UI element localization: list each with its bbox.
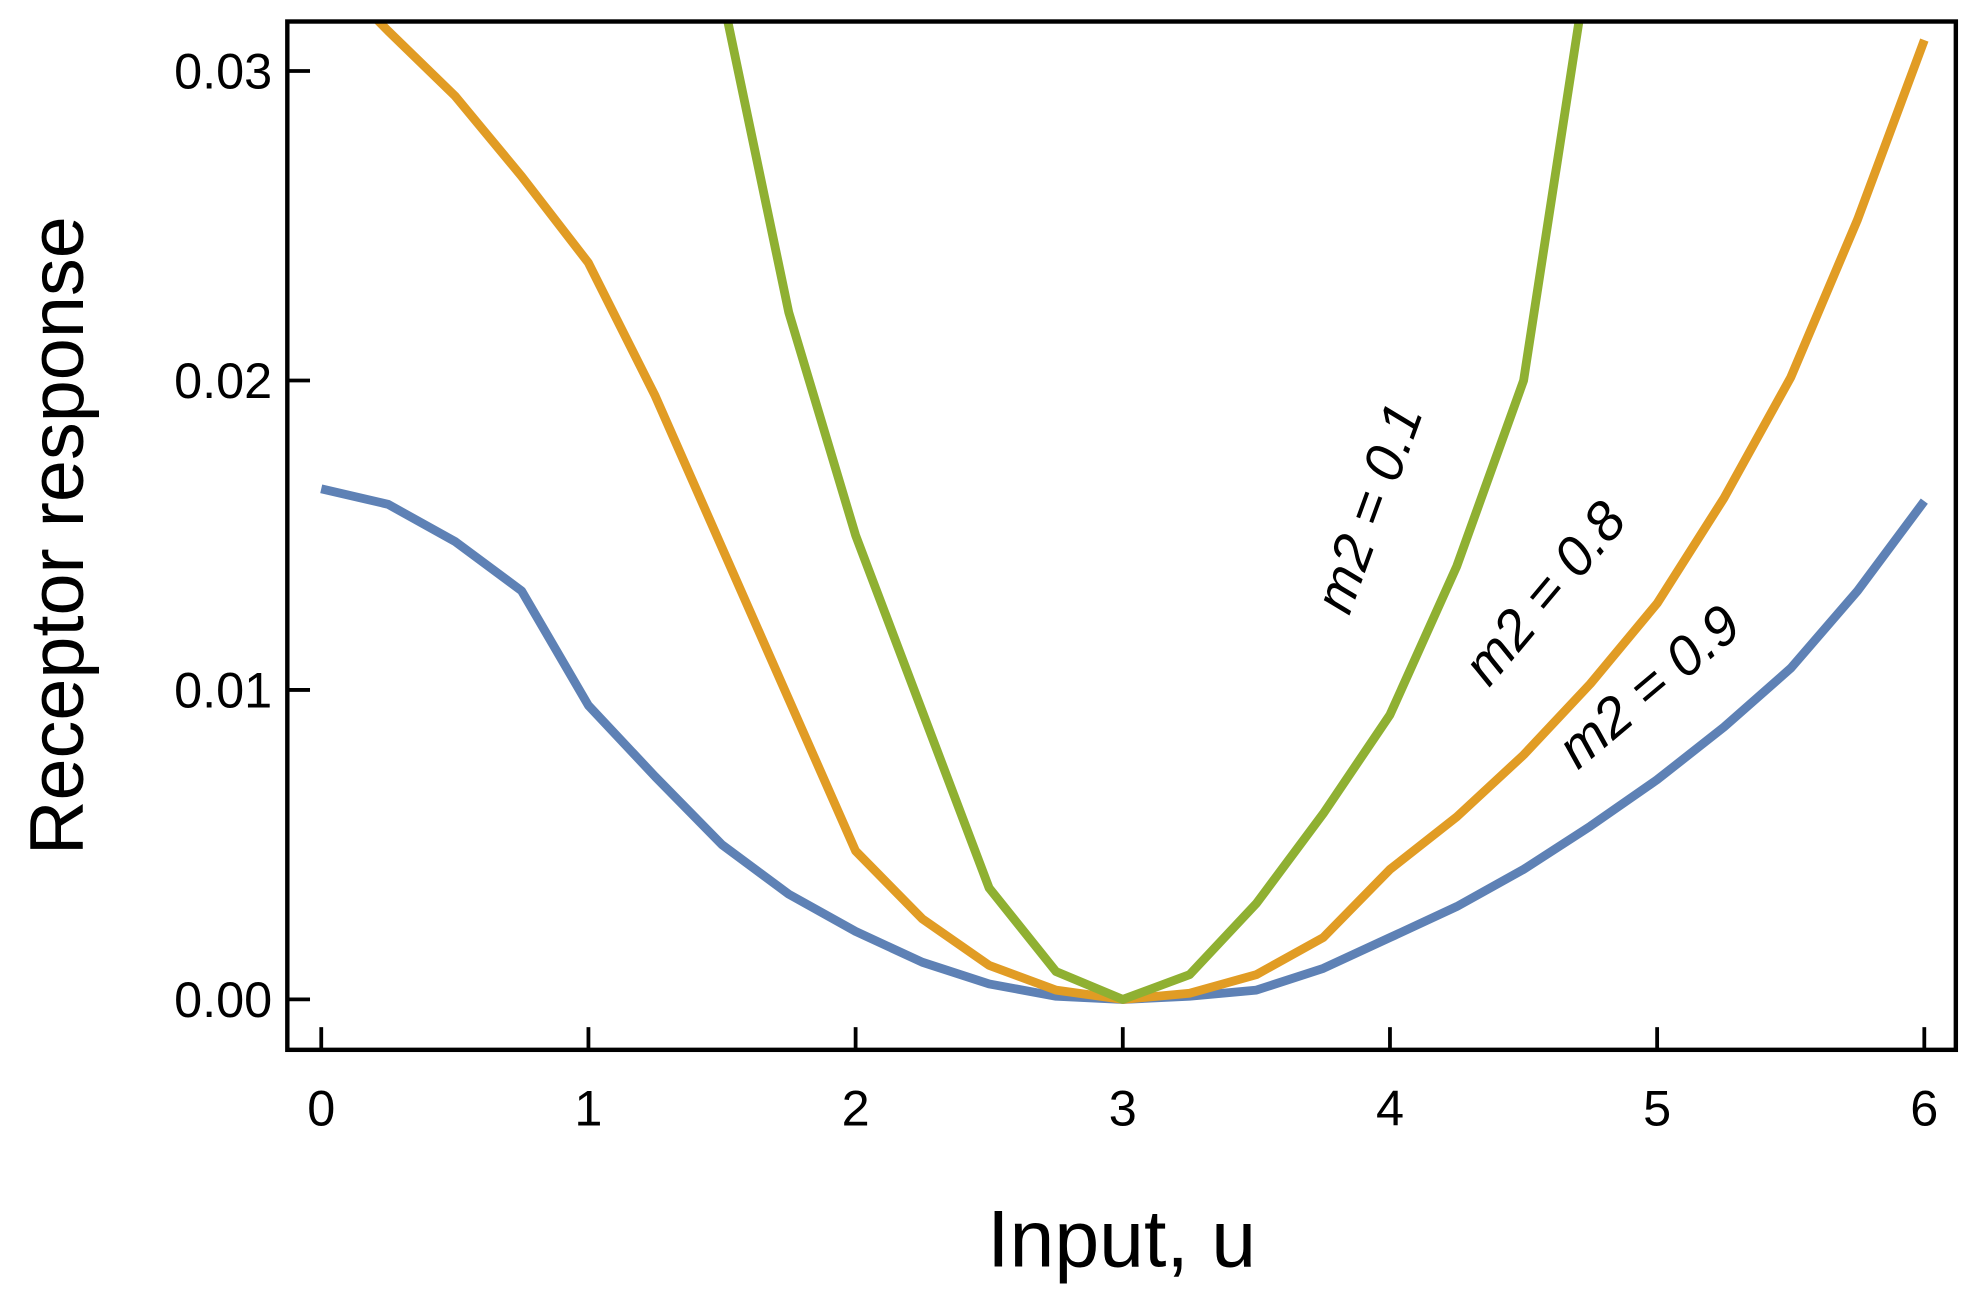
x-tick-label: 2 xyxy=(842,1079,870,1136)
y-tick-label: 0.00 xyxy=(174,971,272,1028)
curve-label: m2 = 0.1 xyxy=(1302,395,1435,620)
x-tick-label: 0 xyxy=(307,1079,335,1136)
x-tick-label: 4 xyxy=(1376,1079,1404,1136)
series-line xyxy=(723,21,1584,1004)
x-tick-label: 5 xyxy=(1643,1079,1671,1136)
y-tick-label: 0.03 xyxy=(174,43,272,100)
x-tick-label: 1 xyxy=(574,1079,602,1136)
y-tick-label: 0.01 xyxy=(174,662,272,719)
curve-label: m2 = 0.9 xyxy=(1546,593,1752,780)
x-tick-label: 3 xyxy=(1109,1079,1137,1136)
series-line xyxy=(372,21,1929,1004)
y-axis-label: Receptor response xyxy=(16,216,100,855)
x-axis-label: Input, u xyxy=(987,1195,1256,1285)
y-tick-label: 0.02 xyxy=(174,352,272,409)
plot-area xyxy=(320,21,1929,1004)
plot-frame xyxy=(285,19,1959,1053)
x-tick-label: 6 xyxy=(1910,1079,1938,1136)
